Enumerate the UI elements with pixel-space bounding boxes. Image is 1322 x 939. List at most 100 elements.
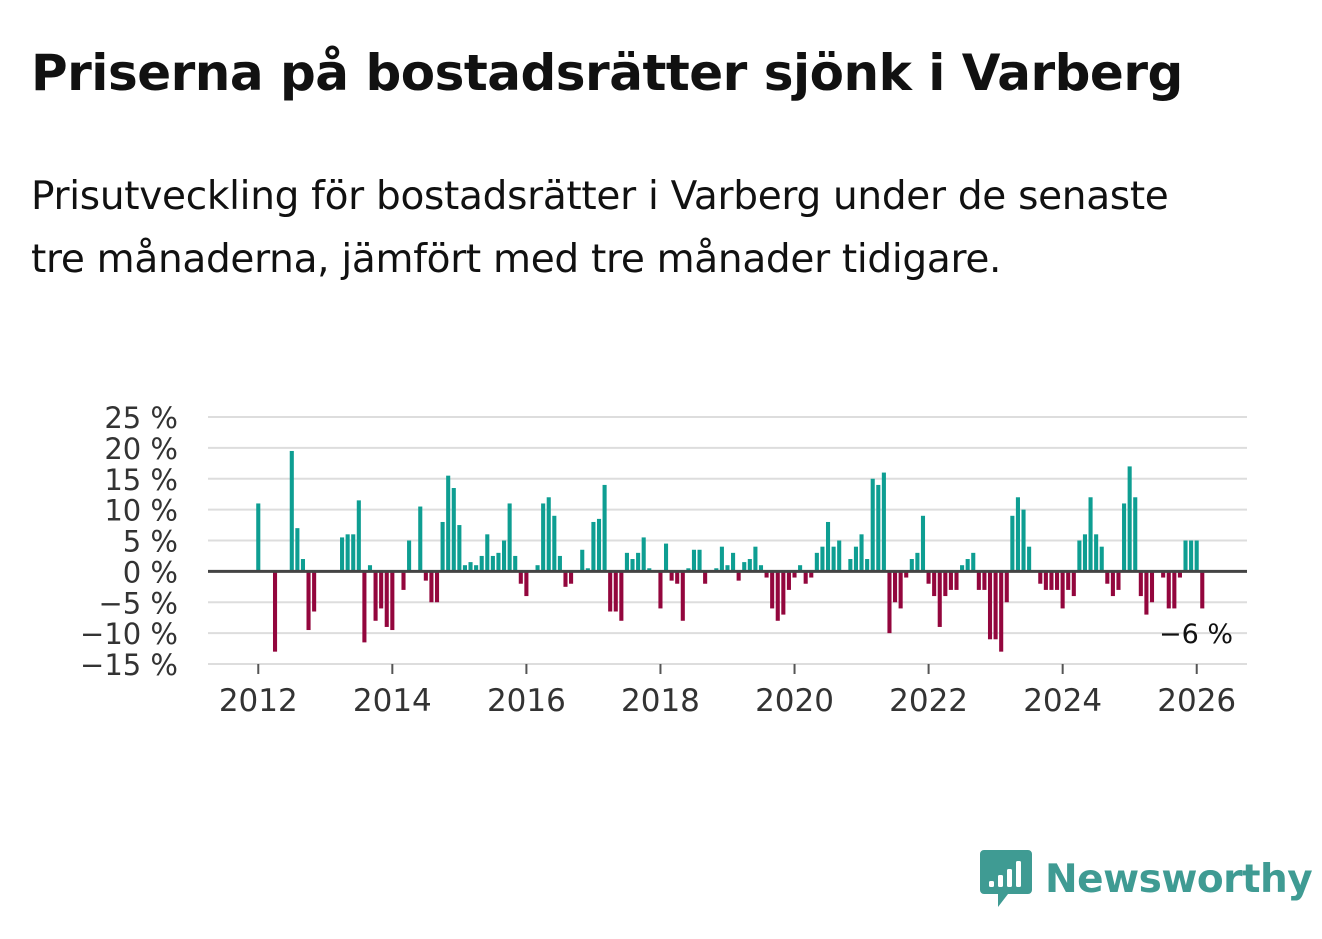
bar bbox=[825, 521, 831, 572]
y-tick-label: 20 % bbox=[104, 432, 178, 466]
y-tick-label: 15 % bbox=[104, 463, 178, 497]
bar bbox=[541, 503, 546, 572]
bar bbox=[881, 472, 886, 572]
bar bbox=[999, 571, 1004, 652]
bar bbox=[926, 571, 931, 584]
bar bbox=[434, 571, 440, 603]
bar bbox=[731, 552, 736, 572]
bar bbox=[289, 450, 294, 572]
x-tick-label: 2020 bbox=[755, 683, 834, 719]
bar bbox=[636, 552, 641, 572]
bar bbox=[373, 571, 378, 621]
bar bbox=[932, 571, 937, 597]
bar bbox=[585, 568, 590, 572]
y-tick-label: −15 % bbox=[80, 648, 178, 682]
bar bbox=[1177, 571, 1182, 578]
bar bbox=[1138, 571, 1143, 597]
bar bbox=[630, 559, 635, 572]
bar bbox=[814, 552, 819, 572]
bar bbox=[479, 555, 484, 572]
bar bbox=[552, 515, 557, 572]
bar bbox=[272, 571, 278, 652]
bar bbox=[1088, 497, 1093, 572]
bar bbox=[485, 534, 490, 572]
bar bbox=[993, 571, 998, 640]
bar bbox=[608, 571, 613, 612]
bar bbox=[1060, 571, 1065, 609]
bar bbox=[865, 559, 870, 572]
x-tick-label: 2016 bbox=[487, 683, 566, 719]
bar bbox=[340, 537, 345, 572]
bar bbox=[591, 521, 596, 572]
bar bbox=[697, 549, 702, 572]
bar bbox=[513, 555, 518, 572]
bar bbox=[1015, 497, 1020, 572]
bar bbox=[848, 559, 853, 572]
bar bbox=[792, 571, 797, 578]
bar bbox=[809, 571, 814, 578]
bar bbox=[641, 537, 646, 572]
x-tick-label: 2018 bbox=[621, 683, 700, 719]
bar bbox=[1049, 571, 1054, 590]
bar bbox=[965, 559, 970, 572]
x-tick-label: 2022 bbox=[889, 683, 968, 719]
bar bbox=[714, 568, 719, 572]
bar bbox=[496, 552, 501, 572]
bar bbox=[876, 484, 881, 572]
bar bbox=[429, 571, 434, 603]
bar bbox=[351, 534, 356, 572]
bar bbox=[1021, 509, 1026, 572]
bar bbox=[1144, 571, 1149, 615]
bar bbox=[831, 546, 836, 572]
bar bbox=[725, 565, 730, 572]
bar bbox=[1116, 571, 1121, 590]
bar bbox=[1082, 534, 1088, 572]
bar bbox=[775, 571, 780, 621]
y-tick-label: −10 % bbox=[80, 617, 178, 651]
bar bbox=[680, 571, 685, 621]
bar bbox=[1122, 503, 1127, 572]
bar bbox=[356, 500, 361, 572]
y-axis-tick-labels: 25 %20 %15 %10 %5 %0 %−5 %−10 %−15 % bbox=[80, 401, 178, 682]
bar bbox=[1110, 571, 1115, 597]
bar bbox=[580, 549, 585, 572]
bar bbox=[256, 503, 261, 572]
bar bbox=[1172, 571, 1177, 609]
bar bbox=[524, 571, 529, 597]
bar bbox=[948, 571, 953, 590]
bar bbox=[451, 488, 456, 572]
bar bbox=[490, 555, 495, 572]
bar bbox=[1055, 571, 1060, 590]
bar bbox=[675, 571, 680, 584]
y-tick-label: 10 % bbox=[104, 494, 178, 528]
bar-series bbox=[256, 450, 1205, 652]
bar bbox=[1149, 571, 1155, 603]
newsworthy-logo-icon bbox=[980, 850, 1032, 907]
bar bbox=[1127, 466, 1132, 572]
bar bbox=[736, 571, 741, 581]
bar bbox=[300, 559, 306, 572]
bar bbox=[457, 525, 462, 572]
bar bbox=[960, 565, 965, 572]
bar bbox=[1004, 571, 1009, 603]
bar bbox=[546, 497, 551, 572]
bar bbox=[1071, 571, 1076, 597]
bar bbox=[1099, 546, 1104, 572]
bar bbox=[898, 571, 903, 609]
bar bbox=[1166, 571, 1171, 609]
bar bbox=[602, 484, 607, 572]
bar bbox=[1027, 546, 1032, 572]
bar bbox=[295, 528, 300, 572]
bar bbox=[401, 571, 406, 590]
bar bbox=[624, 552, 629, 572]
bar bbox=[468, 562, 473, 572]
bar bbox=[859, 534, 864, 572]
last-value-label: −6 % bbox=[1159, 619, 1233, 650]
bar bbox=[870, 478, 875, 572]
chart-subtitle: Prisutveckling för bostadsrätter i Varbe… bbox=[31, 174, 1169, 282]
bar bbox=[502, 540, 507, 572]
bar bbox=[943, 571, 948, 597]
bar bbox=[976, 571, 981, 590]
bar bbox=[1043, 571, 1048, 590]
bar bbox=[390, 571, 395, 631]
